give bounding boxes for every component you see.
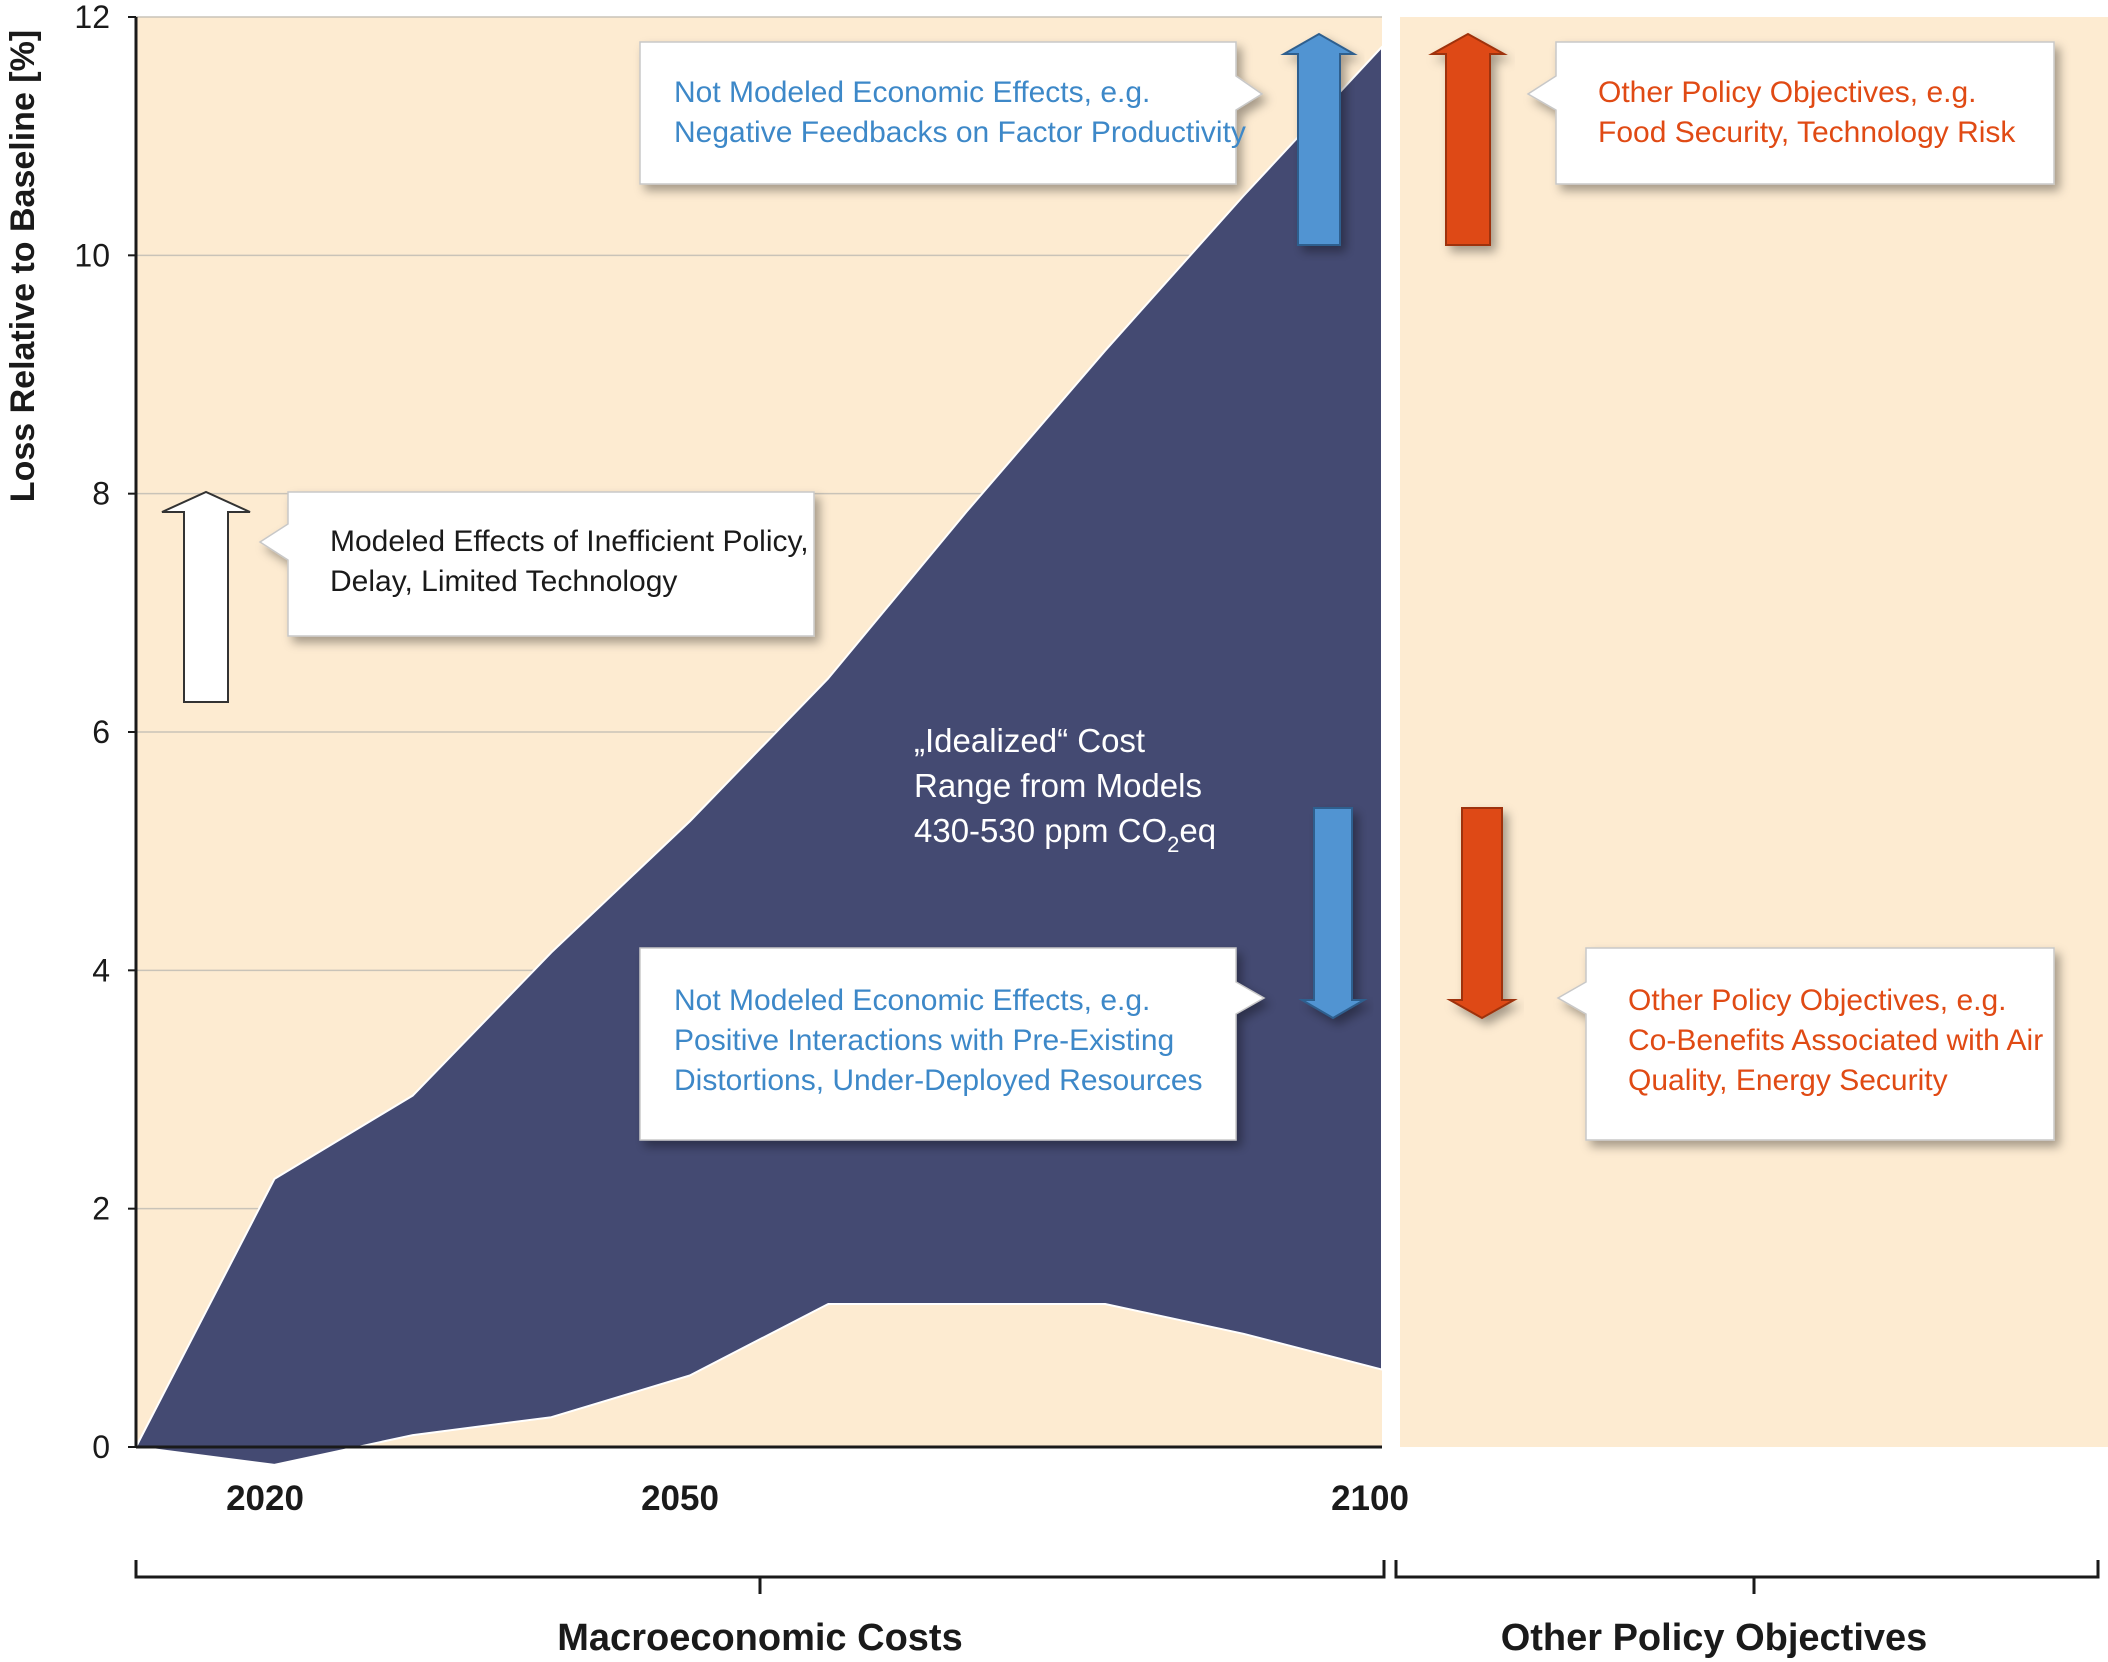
callout-other-down-line-3: Quality, Energy Security: [1628, 1064, 1948, 1097]
callout-other-up-line-2: Food Security, Technology Risk: [1598, 116, 2016, 149]
callout-other-down-line-1: Other Policy Objectives, e.g.: [1628, 984, 2007, 1017]
y-ticks: 0 2 4 6 8 10 12: [74, 0, 136, 1465]
x-tick-label-2020: 2020: [226, 1479, 304, 1518]
co2-subscript: 2: [1167, 832, 1179, 857]
x-tick-label-2100: 2100: [1331, 1479, 1409, 1518]
range-label-line-3: 430-530 ppm CO2eq: [914, 812, 1216, 857]
range-label-line-1: „Idealized“ Cost: [914, 722, 1145, 759]
blue-up-arrow: [1280, 32, 1358, 246]
macroeconomic-bracket: [134, 1560, 1386, 1594]
callout-box-pos-interactions: [639, 947, 1266, 1141]
section-label-macroeconomic: Macroeconomic Costs: [557, 1617, 962, 1659]
callout-box-other-down: [1556, 947, 2055, 1141]
callout-other-up-line-1: Other Policy Objectives, e.g.: [1598, 76, 1977, 109]
callout-pos-interactions-line-1: Not Modeled Economic Effects, e.g.: [674, 984, 1150, 1017]
y-tick-label-4: 4: [92, 952, 110, 988]
y-axis-label: Loss Relative to Baseline [%]: [4, 30, 42, 502]
x-tick-label-2050: 2050: [641, 1479, 719, 1518]
blue-down-arrow: [1298, 807, 1368, 1020]
section-label-policy: Other Policy Objectives: [1501, 1617, 1928, 1659]
y-tick-label-8: 8: [92, 476, 110, 512]
callout-inefficient-line-1: Modeled Effects of Inefficient Policy,: [330, 525, 809, 558]
red-down-arrow: [1446, 807, 1518, 1020]
y-tick-label-2: 2: [92, 1191, 110, 1227]
callout-neg-feedback-line-1: Not Modeled Economic Effects, e.g.: [674, 76, 1150, 109]
policy-background: [1400, 17, 2108, 1447]
callout-box-neg-feedback: [639, 41, 1264, 185]
callout-other-down-line-2: Co-Benefits Associated with Air: [1628, 1024, 2043, 1057]
callout-neg-feedback-line-2: Negative Feedbacks on Factor Productivit…: [674, 116, 1246, 149]
callout-box-inefficient: [258, 491, 815, 637]
y-tick-label-6: 6: [92, 714, 110, 750]
callout-box-other-up: [1526, 41, 2055, 185]
y-tick-label-0: 0: [92, 1429, 110, 1465]
callout-pos-interactions-line-3: Distortions, Under-Deployed Resources: [674, 1064, 1203, 1097]
white-up-arrow: [161, 490, 251, 703]
policy-bracket: [1394, 1560, 2100, 1594]
y-tick-label-12: 12: [74, 0, 110, 35]
red-up-arrow: [1428, 32, 1508, 246]
range-label-line-2: Range from Models: [914, 767, 1202, 804]
callout-pos-interactions-line-2: Positive Interactions with Pre-Existing: [674, 1024, 1174, 1057]
callout-inefficient-line-2: Delay, Limited Technology: [330, 565, 677, 598]
y-tick-label-10: 10: [74, 237, 110, 273]
